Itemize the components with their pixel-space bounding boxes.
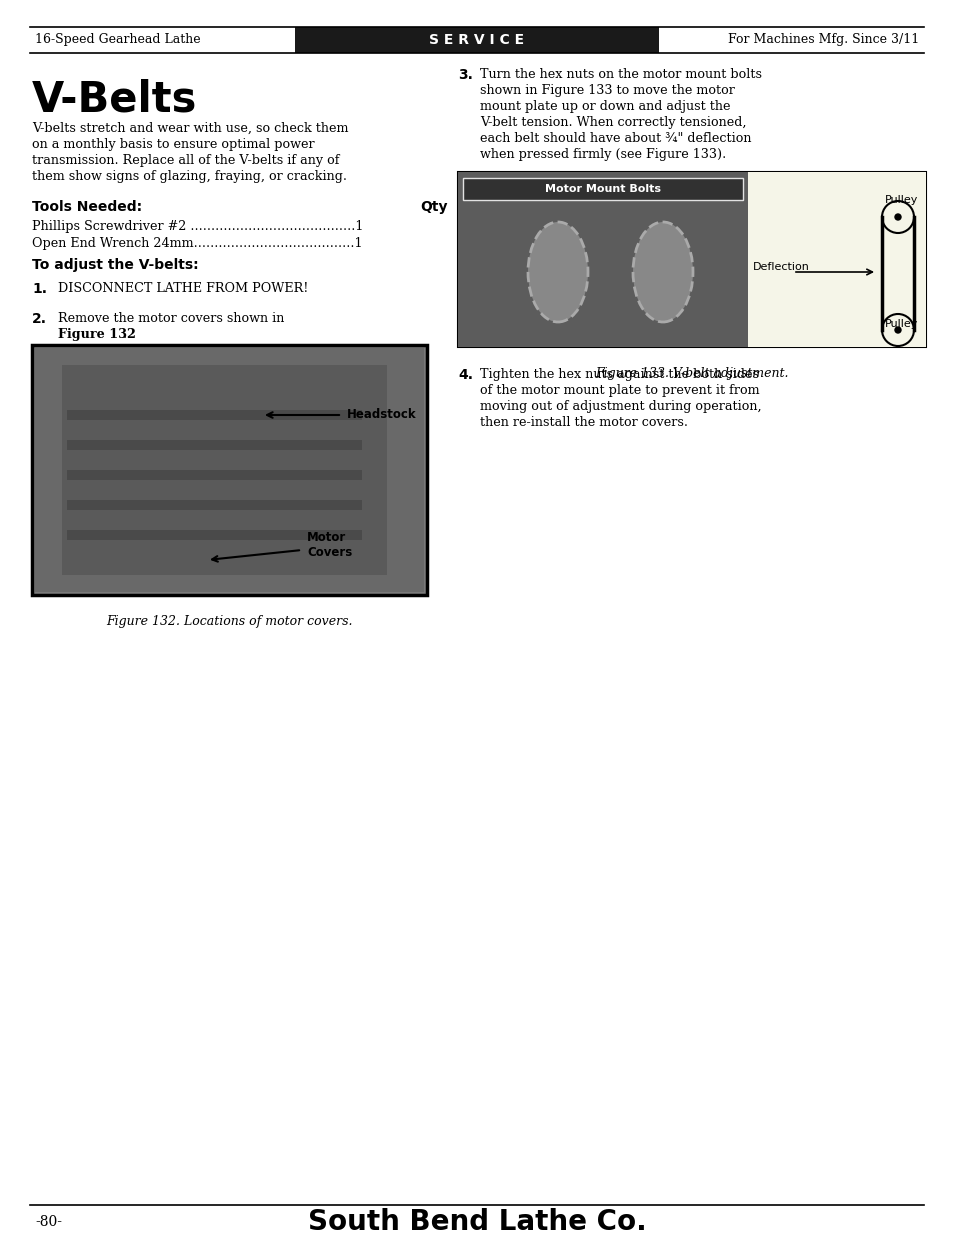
Ellipse shape — [633, 222, 692, 322]
Text: V-belts stretch and wear with use, so check them: V-belts stretch and wear with use, so ch… — [32, 122, 348, 135]
Circle shape — [894, 214, 900, 220]
Text: Remove the motor covers shown in: Remove the motor covers shown in — [58, 312, 284, 325]
Bar — [35, 348, 423, 592]
Bar — [62, 366, 387, 576]
Bar — [457, 172, 747, 347]
Text: For Machines Mfg. Since 3/11: For Machines Mfg. Since 3/11 — [727, 33, 918, 47]
Text: moving out of adjustment during operation,: moving out of adjustment during operatio… — [479, 400, 760, 412]
Text: S E R V I C E: S E R V I C E — [429, 33, 524, 47]
Bar — [32, 345, 427, 595]
Text: mount plate up or down and adjust the: mount plate up or down and adjust the — [479, 100, 730, 112]
Text: 3.: 3. — [457, 68, 473, 82]
Text: .: . — [123, 329, 127, 341]
Bar — [457, 172, 925, 347]
Bar — [747, 172, 925, 347]
Text: then re-install the motor covers.: then re-install the motor covers. — [479, 416, 687, 429]
Text: each belt should have about ¾" deflection: each belt should have about ¾" deflectio… — [479, 132, 751, 144]
Text: Pulley: Pulley — [883, 195, 917, 205]
Text: Qty: Qty — [419, 200, 447, 214]
Text: Phillips Screwdriver #2 ........................................1: Phillips Screwdriver #2 ................… — [32, 220, 363, 233]
Text: on a monthly basis to ensure optimal power: on a monthly basis to ensure optimal pow… — [32, 138, 314, 151]
Circle shape — [894, 327, 900, 333]
Text: Pulley: Pulley — [883, 319, 917, 329]
Bar — [67, 471, 361, 480]
Bar — [67, 410, 361, 420]
Text: Turn the hex nuts on the motor mount bolts: Turn the hex nuts on the motor mount bol… — [479, 68, 761, 82]
Text: 4.: 4. — [457, 368, 473, 382]
Text: Figure 133. V-belt adjustment.: Figure 133. V-belt adjustment. — [595, 367, 788, 380]
Text: South Bend Lathe Co.: South Bend Lathe Co. — [307, 1208, 646, 1235]
Text: Tighten the hex nuts against the both sides: Tighten the hex nuts against the both si… — [479, 368, 759, 382]
Text: Open End Wrench 24mm.......................................1: Open End Wrench 24mm....................… — [32, 237, 362, 249]
Bar — [462, 178, 742, 200]
Text: them show signs of glazing, fraying, or cracking.: them show signs of glazing, fraying, or … — [32, 170, 347, 183]
Text: Figure 132: Figure 132 — [58, 329, 135, 341]
Text: Motor
Covers: Motor Covers — [307, 531, 352, 559]
Text: of the motor mount plate to prevent it from: of the motor mount plate to prevent it f… — [479, 384, 759, 396]
Text: Figure 132. Locations of motor covers.: Figure 132. Locations of motor covers. — [106, 615, 353, 629]
Text: 2.: 2. — [32, 312, 47, 326]
Text: Motor Mount Bolts: Motor Mount Bolts — [544, 184, 660, 194]
Text: To adjust the V-belts:: To adjust the V-belts: — [32, 258, 198, 272]
Text: Deflection: Deflection — [752, 262, 809, 272]
Bar — [67, 440, 361, 450]
Text: Tools Needed:: Tools Needed: — [32, 200, 142, 214]
Ellipse shape — [527, 222, 587, 322]
Text: 1.: 1. — [32, 282, 47, 296]
Text: shown in Figure 133 to move the motor: shown in Figure 133 to move the motor — [479, 84, 734, 98]
Text: DISCONNECT LATHE FROM POWER!: DISCONNECT LATHE FROM POWER! — [58, 282, 308, 295]
Text: 16-Speed Gearhead Lathe: 16-Speed Gearhead Lathe — [35, 33, 200, 47]
Text: -80-: -80- — [35, 1215, 62, 1229]
Bar — [67, 500, 361, 510]
Bar — [294, 27, 659, 53]
Text: V-belt tension. When correctly tensioned,: V-belt tension. When correctly tensioned… — [479, 116, 745, 128]
Text: Headstock: Headstock — [347, 409, 416, 421]
Text: when pressed firmly (see Figure 133).: when pressed firmly (see Figure 133). — [479, 148, 725, 161]
Text: V-Belts: V-Belts — [32, 79, 197, 121]
Bar — [67, 530, 361, 540]
Text: transmission. Replace all of the V-belts if any of: transmission. Replace all of the V-belts… — [32, 154, 339, 167]
